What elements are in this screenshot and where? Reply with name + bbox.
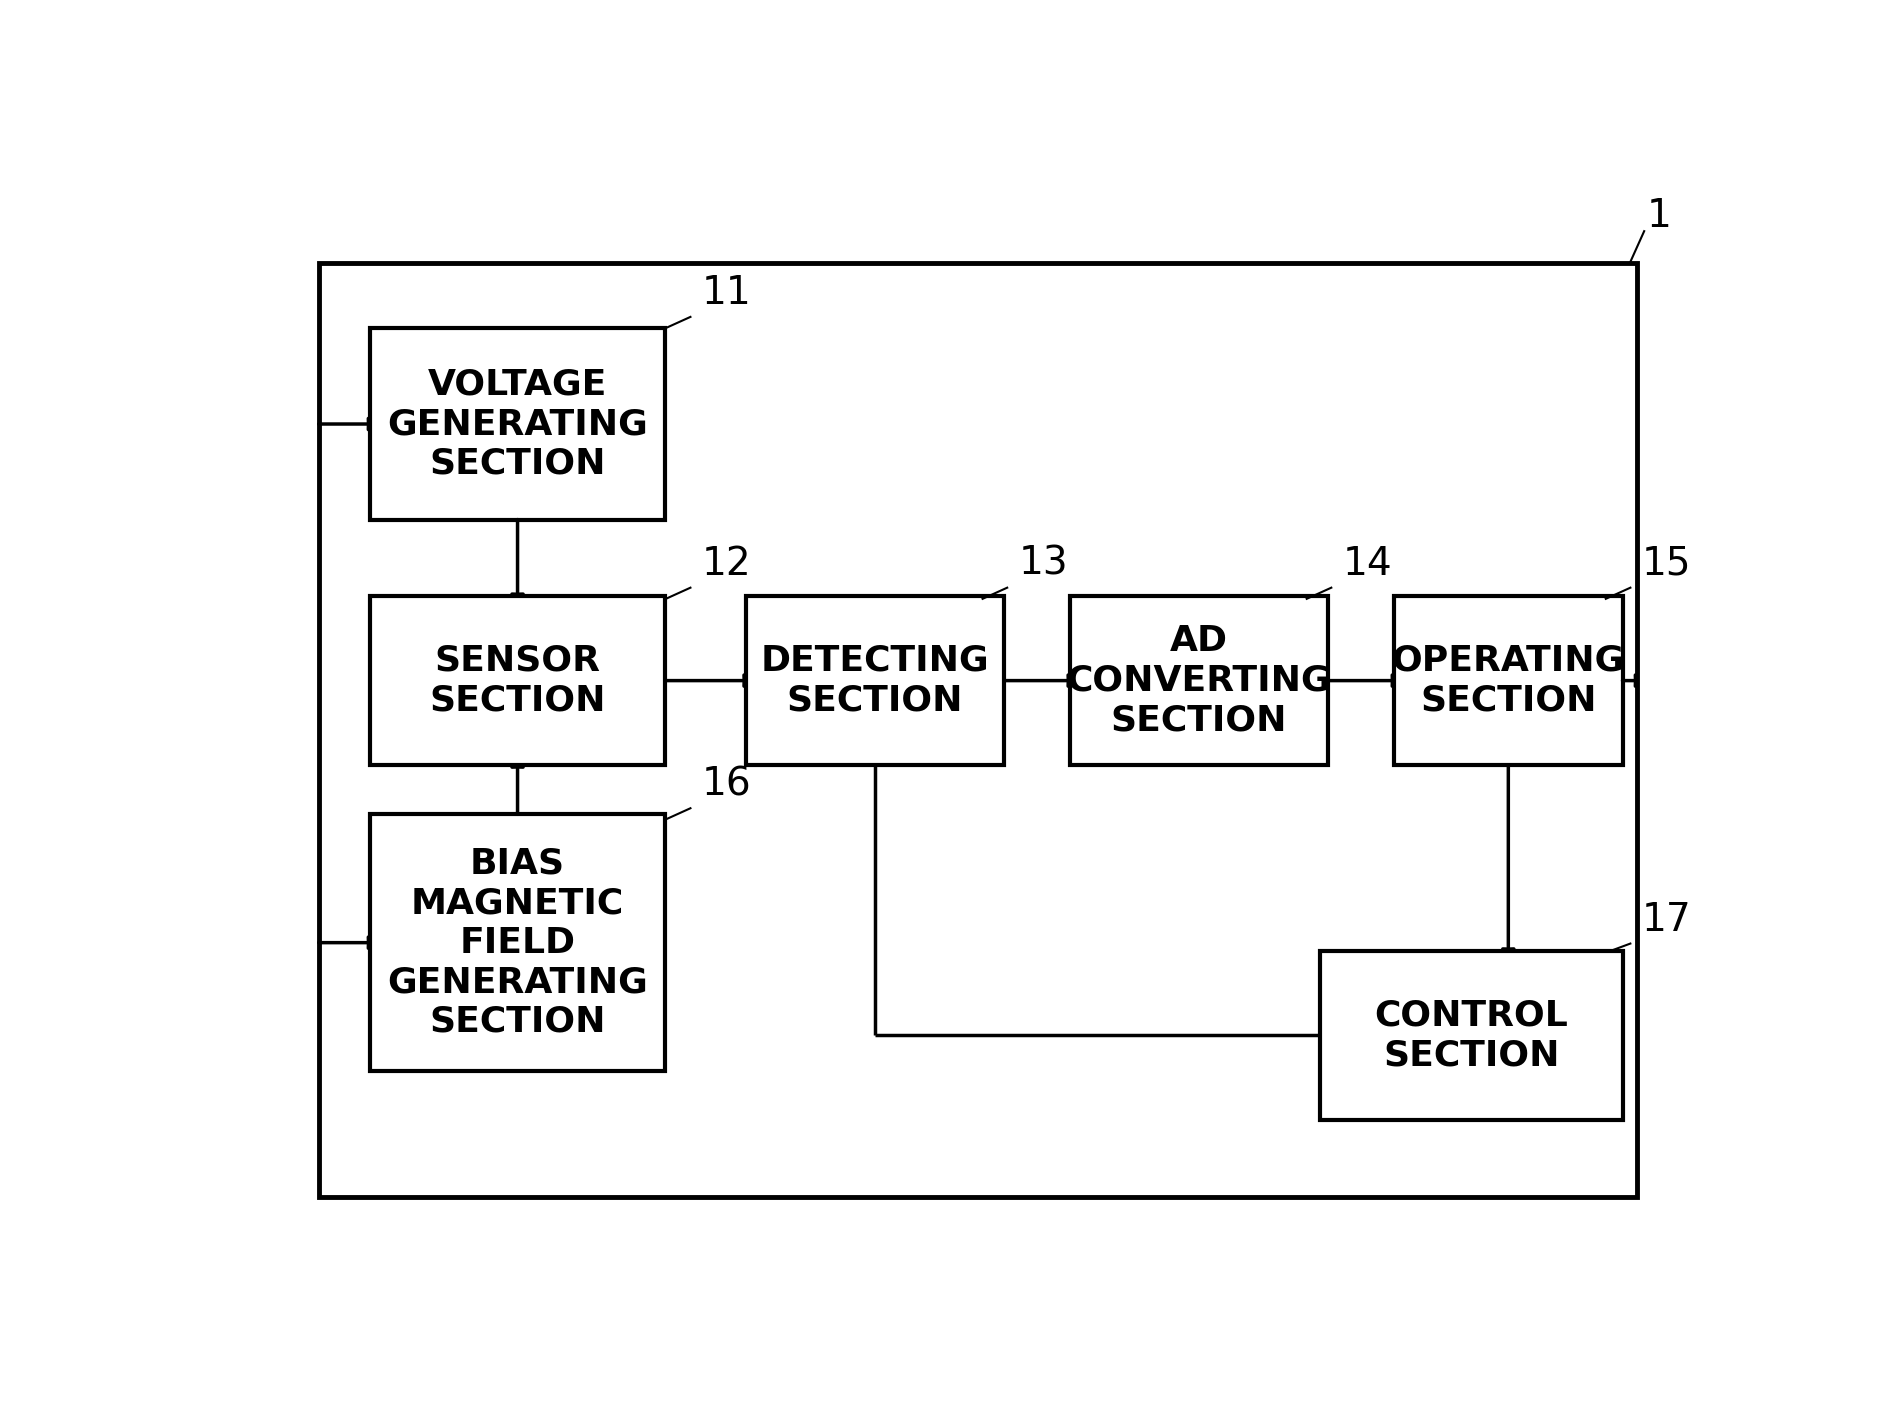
Text: OPERATING
SECTION: OPERATING SECTION: [1392, 644, 1625, 718]
Bar: [1393, 596, 1623, 766]
Text: 16: 16: [701, 766, 751, 804]
Text: 12: 12: [701, 545, 751, 583]
Bar: [745, 596, 1004, 766]
Text: CONTROL
SECTION: CONTROL SECTION: [1374, 998, 1568, 1072]
Text: 1: 1: [1646, 197, 1671, 235]
Text: AD
CONVERTING
SECTION: AD CONVERTING SECTION: [1066, 624, 1331, 737]
Bar: [319, 262, 1637, 1197]
Text: VOLTAGE
GENERATING
SECTION: VOLTAGE GENERATING SECTION: [388, 367, 648, 481]
Text: DETECTING
SECTION: DETECTING SECTION: [760, 644, 989, 718]
Text: 13: 13: [1019, 545, 1068, 583]
Text: 11: 11: [701, 274, 751, 312]
Text: 15: 15: [1642, 545, 1692, 583]
Text: 14: 14: [1342, 545, 1392, 583]
Bar: [1070, 596, 1329, 766]
Bar: [1321, 951, 1623, 1120]
Bar: [371, 596, 665, 766]
Text: SENSOR
SECTION: SENSOR SECTION: [430, 644, 606, 718]
Bar: [371, 814, 665, 1071]
Text: 17: 17: [1642, 900, 1692, 939]
Bar: [371, 329, 665, 519]
Text: BIAS
MAGNETIC
FIELD
GENERATING
SECTION: BIAS MAGNETIC FIELD GENERATING SECTION: [388, 847, 648, 1038]
